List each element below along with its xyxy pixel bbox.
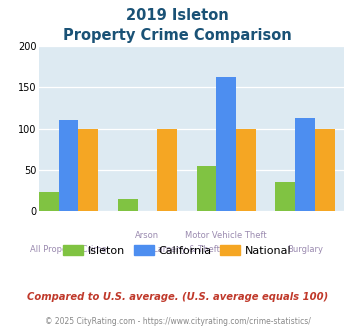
- Text: Motor Vehicle Theft: Motor Vehicle Theft: [185, 231, 267, 240]
- Bar: [295, 118, 315, 211]
- Bar: [197, 166, 216, 211]
- Bar: [315, 129, 334, 211]
- Text: Burglary: Burglary: [287, 245, 323, 253]
- Legend: Isleton, California, National: Isleton, California, National: [59, 240, 296, 260]
- Bar: [216, 77, 236, 211]
- Bar: [59, 120, 78, 211]
- Bar: [39, 192, 59, 211]
- Bar: [275, 182, 295, 211]
- Text: All Property Crime: All Property Crime: [30, 245, 107, 253]
- Bar: [157, 129, 177, 211]
- Text: Compared to U.S. average. (U.S. average equals 100): Compared to U.S. average. (U.S. average …: [27, 292, 328, 302]
- Bar: [78, 129, 98, 211]
- Text: 2019 Isleton: 2019 Isleton: [126, 8, 229, 23]
- Bar: [118, 199, 137, 211]
- Text: Larceny & Theft: Larceny & Theft: [153, 245, 220, 253]
- Text: Property Crime Comparison: Property Crime Comparison: [63, 28, 292, 43]
- Bar: [236, 129, 256, 211]
- Text: Arson: Arson: [135, 231, 159, 240]
- Text: © 2025 CityRating.com - https://www.cityrating.com/crime-statistics/: © 2025 CityRating.com - https://www.city…: [45, 317, 310, 326]
